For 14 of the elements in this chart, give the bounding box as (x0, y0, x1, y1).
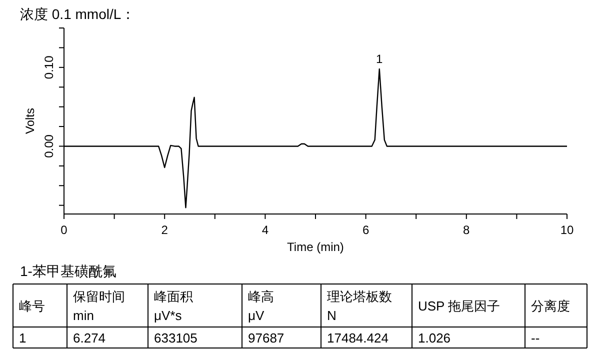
x-tick-label: 4 (262, 223, 269, 237)
y-axis-title: Volts (23, 108, 37, 134)
y-tick-label: 0.00 (42, 134, 56, 158)
table: 峰号 保留时间 min 峰面积 μV*s 峰高 μV 理论塔板数 N USP 拖尾因子 分离度 1 6.274 633105 97687 17484.424 1.026 -- (12, 284, 588, 348)
x-axis-title: Time (min) (287, 240, 344, 254)
x-tick-label: 10 (560, 223, 574, 237)
x-tick-label: 0 (60, 223, 68, 237)
annotation: 1 (376, 52, 384, 66)
x-tick-label: 8 (463, 223, 470, 237)
x-tick-label: 6 (362, 223, 370, 237)
text: 1-苯甲基磺酰氟 (20, 263, 116, 279)
y-tick-label: 0.10 (42, 55, 56, 80)
chart-title: 浓度 0.1 mmol/L： (20, 6, 136, 22)
x-tick-label: 2 (161, 223, 168, 237)
